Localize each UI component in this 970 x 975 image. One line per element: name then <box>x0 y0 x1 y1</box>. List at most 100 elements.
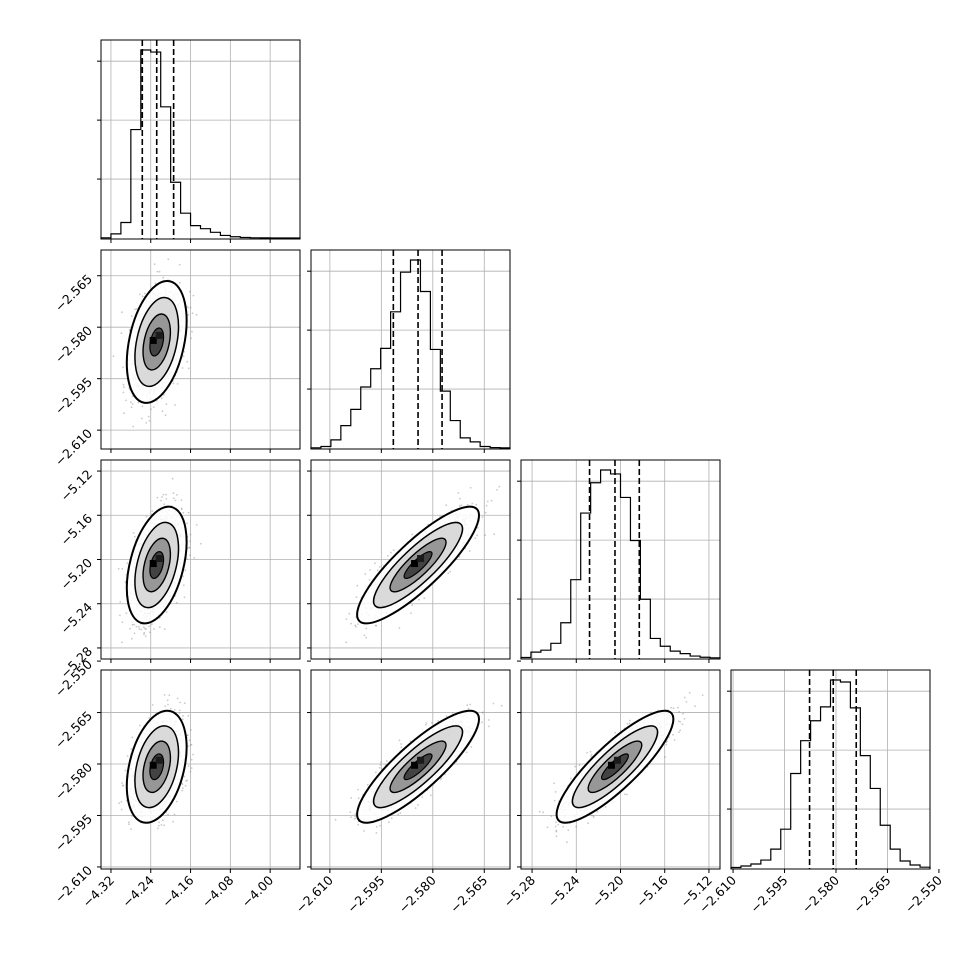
sample-point <box>128 823 130 825</box>
sample-point <box>356 596 358 598</box>
sample-point <box>379 566 381 568</box>
sample-point <box>132 403 134 405</box>
sample-point <box>158 822 160 824</box>
sample-point <box>375 625 377 627</box>
sample-point <box>134 632 136 634</box>
sample-point <box>177 383 179 385</box>
sample-point <box>190 337 192 339</box>
sample-point <box>160 500 162 502</box>
scatter-panel-r3-c0: −4.32−4.24−4.16−4.08−4.00−2.550−2.565−2.… <box>52 657 300 911</box>
sample-point <box>131 737 133 739</box>
scatter-panel-r1-c0: −2.565−2.580−2.595−2.610 <box>52 250 300 469</box>
sample-point <box>369 569 371 571</box>
sample-point <box>172 821 174 823</box>
sample-point <box>175 500 177 502</box>
y-tick-label: −5.12 <box>57 467 95 505</box>
y-tick-label: −2.580 <box>52 323 95 366</box>
x-tick-label: −2.595 <box>747 873 790 916</box>
sample-point <box>154 263 156 265</box>
sample-point <box>411 604 413 606</box>
sample-point <box>129 628 131 630</box>
y-tick-label: −5.24 <box>57 599 95 637</box>
sample-point <box>458 492 460 494</box>
density-peak <box>156 332 163 339</box>
sample-point <box>491 500 493 502</box>
sample-point <box>164 705 166 707</box>
sample-point <box>165 494 167 496</box>
sample-point <box>145 422 147 424</box>
sample-point <box>138 402 140 404</box>
sample-point <box>173 383 175 385</box>
sample-point <box>165 414 167 416</box>
sample-point <box>449 571 451 573</box>
density-peak <box>156 555 163 562</box>
sample-point <box>136 626 138 628</box>
sample-point <box>134 536 136 538</box>
sample-point <box>190 307 192 309</box>
density-peak <box>150 337 157 344</box>
sample-point <box>164 628 166 630</box>
density-area <box>343 486 500 643</box>
sample-point <box>150 408 152 410</box>
sample-point <box>183 355 185 357</box>
sample-point <box>121 642 123 644</box>
sample-point <box>138 628 140 630</box>
sample-point <box>123 386 125 388</box>
sample-point <box>162 410 164 412</box>
sample-point <box>163 503 165 505</box>
sample-point <box>418 599 420 601</box>
sample-point <box>399 627 401 629</box>
sample-point <box>390 552 392 554</box>
sample-point <box>113 355 115 357</box>
sample-point <box>153 628 155 630</box>
sample-point <box>167 258 169 260</box>
density-peak <box>417 555 424 562</box>
sample-point <box>374 562 376 564</box>
sample-point <box>139 294 141 296</box>
sample-point <box>357 623 359 625</box>
sample-point <box>345 642 347 644</box>
sample-point <box>173 492 175 494</box>
sample-point <box>118 802 120 804</box>
density-area <box>113 258 198 427</box>
sample-point <box>121 809 123 811</box>
sample-point <box>177 698 179 700</box>
histogram-panel-1 <box>97 40 300 243</box>
sample-point <box>181 508 183 510</box>
sample-point <box>146 516 148 518</box>
sample-point <box>470 487 472 489</box>
sample-point <box>142 295 144 297</box>
sample-point <box>189 291 191 293</box>
sample-point <box>123 412 125 414</box>
sample-point <box>144 293 146 295</box>
sample-point <box>184 569 186 571</box>
sample-point <box>346 618 348 620</box>
y-tick-label: −5.16 <box>57 511 95 549</box>
sample-point <box>174 404 176 406</box>
sample-point <box>188 547 190 549</box>
sample-point <box>122 367 124 369</box>
sample-point <box>181 499 183 501</box>
sample-point <box>145 635 147 637</box>
sample-point <box>196 524 198 526</box>
sample-point <box>141 418 143 420</box>
sample-point <box>482 516 484 518</box>
sample-point <box>121 332 123 334</box>
sample-point <box>130 401 132 403</box>
sample-point <box>185 785 187 787</box>
sample-point <box>196 314 198 316</box>
sample-point <box>159 626 161 628</box>
sample-point <box>369 579 371 581</box>
sample-point <box>122 621 124 623</box>
sample-point <box>176 602 178 604</box>
histogram-frame <box>311 250 510 449</box>
sample-point <box>126 612 128 614</box>
sample-point <box>131 638 133 640</box>
sample-point <box>131 406 133 408</box>
sample-point <box>377 570 379 572</box>
density-area <box>116 478 202 643</box>
sample-point <box>157 271 159 273</box>
sample-point <box>189 739 191 741</box>
sample-point <box>182 512 184 514</box>
sample-point <box>121 311 123 313</box>
